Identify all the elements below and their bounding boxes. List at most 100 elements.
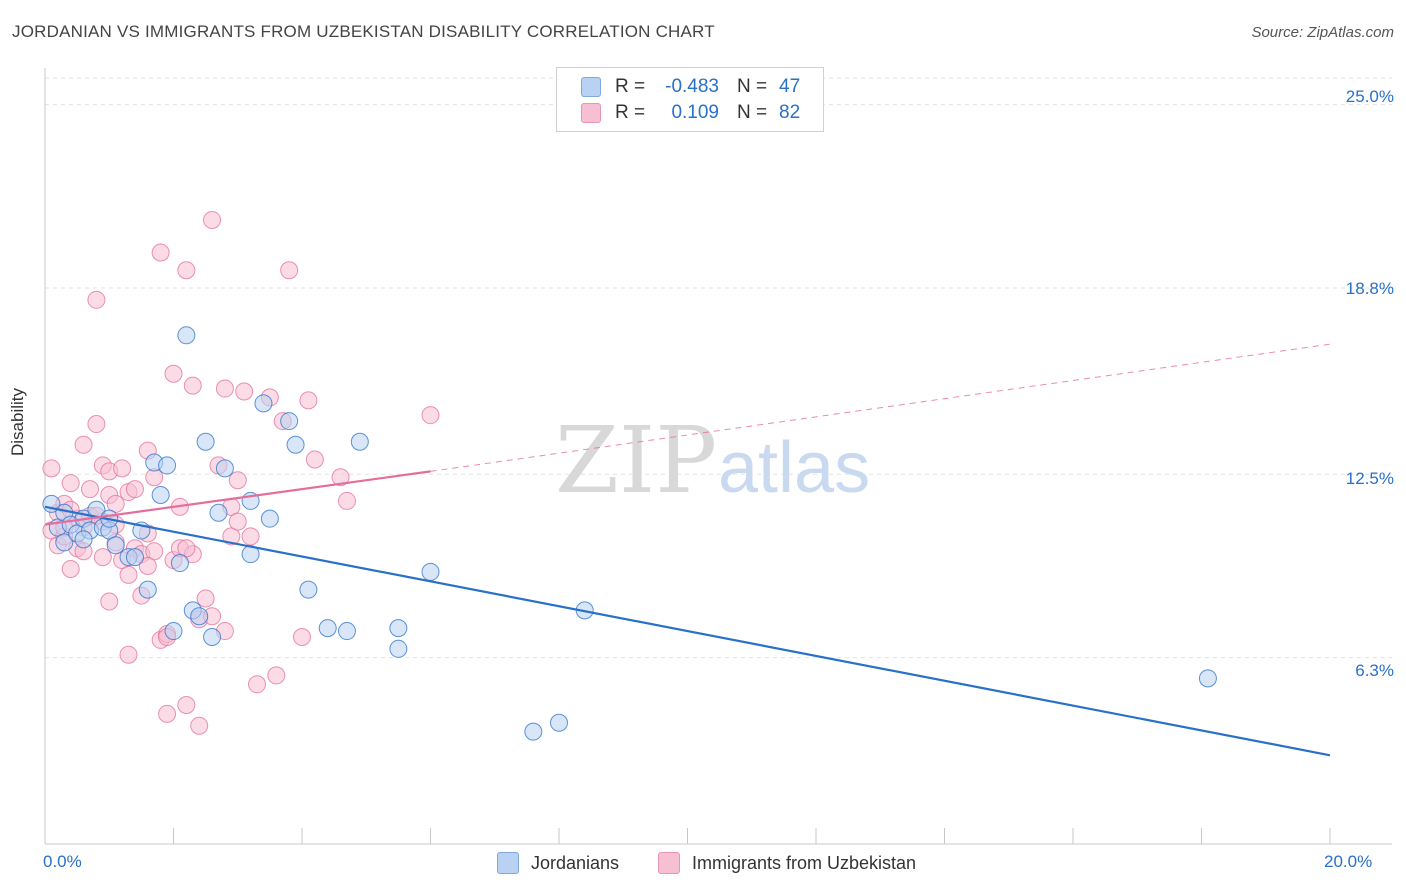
data-point-uzbekistan <box>215 379 234 398</box>
y-axis-label: Disability <box>8 387 27 456</box>
data-point-uzbekistan <box>177 695 196 714</box>
trend-lines <box>44 343 1331 757</box>
data-point-jordanians <box>260 509 279 528</box>
data-point-jordanians <box>1198 669 1217 688</box>
data-point-jordanians <box>524 722 543 741</box>
data-point-jordanians <box>280 412 299 431</box>
data-point-uzbekistan <box>42 459 61 478</box>
n-value: 47 <box>779 76 801 97</box>
y-tick-label: 12.5% <box>1345 469 1394 488</box>
r-value: 0.109 <box>671 102 719 123</box>
data-point-uzbekistan <box>248 675 267 694</box>
data-point-jordanians <box>106 536 125 555</box>
r-label: R = <box>615 102 646 123</box>
data-point-jordanians <box>158 456 177 475</box>
data-point-jordanians <box>138 580 157 599</box>
data-point-uzbekistan <box>190 716 209 735</box>
y-tick-label: 18.8% <box>1345 279 1394 298</box>
r-value: -0.483 <box>665 76 719 97</box>
legend-label: Immigrants from Uzbekistan <box>692 852 917 873</box>
data-point-uzbekistan <box>151 243 170 262</box>
data-point-uzbekistan <box>235 382 254 401</box>
data-point-uzbekistan <box>138 556 157 575</box>
data-point-jordanians <box>125 548 144 567</box>
legend-label: Jordanians <box>531 852 620 873</box>
data-point-jordanians <box>170 554 189 573</box>
data-point-jordanians <box>209 503 228 522</box>
data-point-uzbekistan <box>331 468 350 487</box>
data-point-uzbekistan <box>293 627 311 646</box>
data-point-jordanians <box>350 432 369 451</box>
data-point-uzbekistan <box>61 559 80 578</box>
data-point-jordanians <box>74 530 93 549</box>
data-point-uzbekistan <box>177 261 196 280</box>
r-label: R = <box>615 76 646 97</box>
data-point-jordanians <box>286 435 305 454</box>
data-point-uzbekistan <box>61 474 80 493</box>
trend-line-uzbekistan <box>44 470 431 526</box>
data-point-uzbekistan <box>100 592 119 611</box>
data-point-jordanians <box>550 713 568 732</box>
data-point-jordanians <box>164 622 183 641</box>
data-point-uzbekistan <box>87 415 106 434</box>
data-point-uzbekistan <box>119 565 138 584</box>
data-point-jordanians <box>177 326 196 345</box>
data-point-uzbekistan <box>241 527 260 546</box>
data-point-uzbekistan <box>93 548 112 567</box>
data-point-jordanians <box>215 459 234 478</box>
data-point-uzbekistan <box>228 512 247 531</box>
correlation-legend: R = -0.483 N = 47 R = 0.109 N = 82 <box>556 67 824 132</box>
data-point-jordanians <box>389 639 408 658</box>
n-label: N = <box>737 76 768 97</box>
data-point-uzbekistan <box>203 210 222 229</box>
data-point-jordanians <box>421 562 440 581</box>
data-point-uzbekistan <box>299 391 318 410</box>
legend-row-jordanians: R = -0.483 N = 47 <box>581 75 800 99</box>
data-point-uzbekistan <box>337 491 356 510</box>
data-point-jordanians <box>337 622 356 641</box>
data-point-jordanians <box>254 394 273 413</box>
series-jordanians <box>42 326 1217 741</box>
trend-line-uzbekistan-extension <box>430 343 1331 472</box>
legend-swatch-pink <box>658 852 680 874</box>
legend-swatch-pink <box>581 103 601 123</box>
data-point-jordanians <box>190 607 209 626</box>
source-label: Source: ZipAtlas.com <box>1251 24 1394 41</box>
data-point-uzbekistan <box>125 480 144 499</box>
data-point-uzbekistan <box>87 290 106 309</box>
data-point-uzbekistan <box>119 645 138 664</box>
data-point-uzbekistan <box>158 704 177 723</box>
data-point-jordanians <box>203 627 222 646</box>
data-point-uzbekistan <box>74 435 93 454</box>
data-point-uzbekistan <box>113 459 132 478</box>
chart-title: JORDANIAN VS IMMIGRANTS FROM UZBEKISTAN … <box>12 22 715 41</box>
data-point-jordanians <box>318 619 337 638</box>
legend-item-jordanians[interactable]: Jordanians <box>497 852 619 874</box>
watermark: ZIP atlas <box>555 407 870 514</box>
legend-item-uzbekistan[interactable]: Immigrants from Uzbekistan <box>658 852 916 874</box>
y-tick-label: 25.0% <box>1345 87 1394 106</box>
data-point-uzbekistan <box>228 471 247 490</box>
data-point-uzbekistan <box>80 480 99 499</box>
watermark-atlas: atlas <box>718 428 870 508</box>
trend-line-jordanians <box>44 505 1331 757</box>
x-tick-label: 20.0% <box>1324 852 1373 871</box>
legend-swatch-blue <box>581 77 601 97</box>
data-point-jordanians <box>55 533 74 552</box>
data-point-uzbekistan <box>196 589 215 608</box>
watermark-zip: ZIP <box>555 407 717 514</box>
data-point-uzbekistan <box>280 261 299 280</box>
y-tick-label: 6.3% <box>1355 661 1394 680</box>
data-point-uzbekistan <box>164 364 183 383</box>
legend-row-uzbekistan: R = 0.109 N = 82 <box>581 101 800 125</box>
data-point-uzbekistan <box>421 406 440 425</box>
data-point-uzbekistan <box>183 376 202 395</box>
legend-swatch-blue <box>497 852 519 874</box>
x-tick-label: 0.0% <box>43 852 82 871</box>
data-point-jordanians <box>299 580 318 599</box>
data-point-jordanians <box>151 486 170 505</box>
data-point-uzbekistan <box>267 666 286 685</box>
series-immigrants-from-uzbekistan <box>42 210 440 735</box>
axes <box>44 68 1392 845</box>
